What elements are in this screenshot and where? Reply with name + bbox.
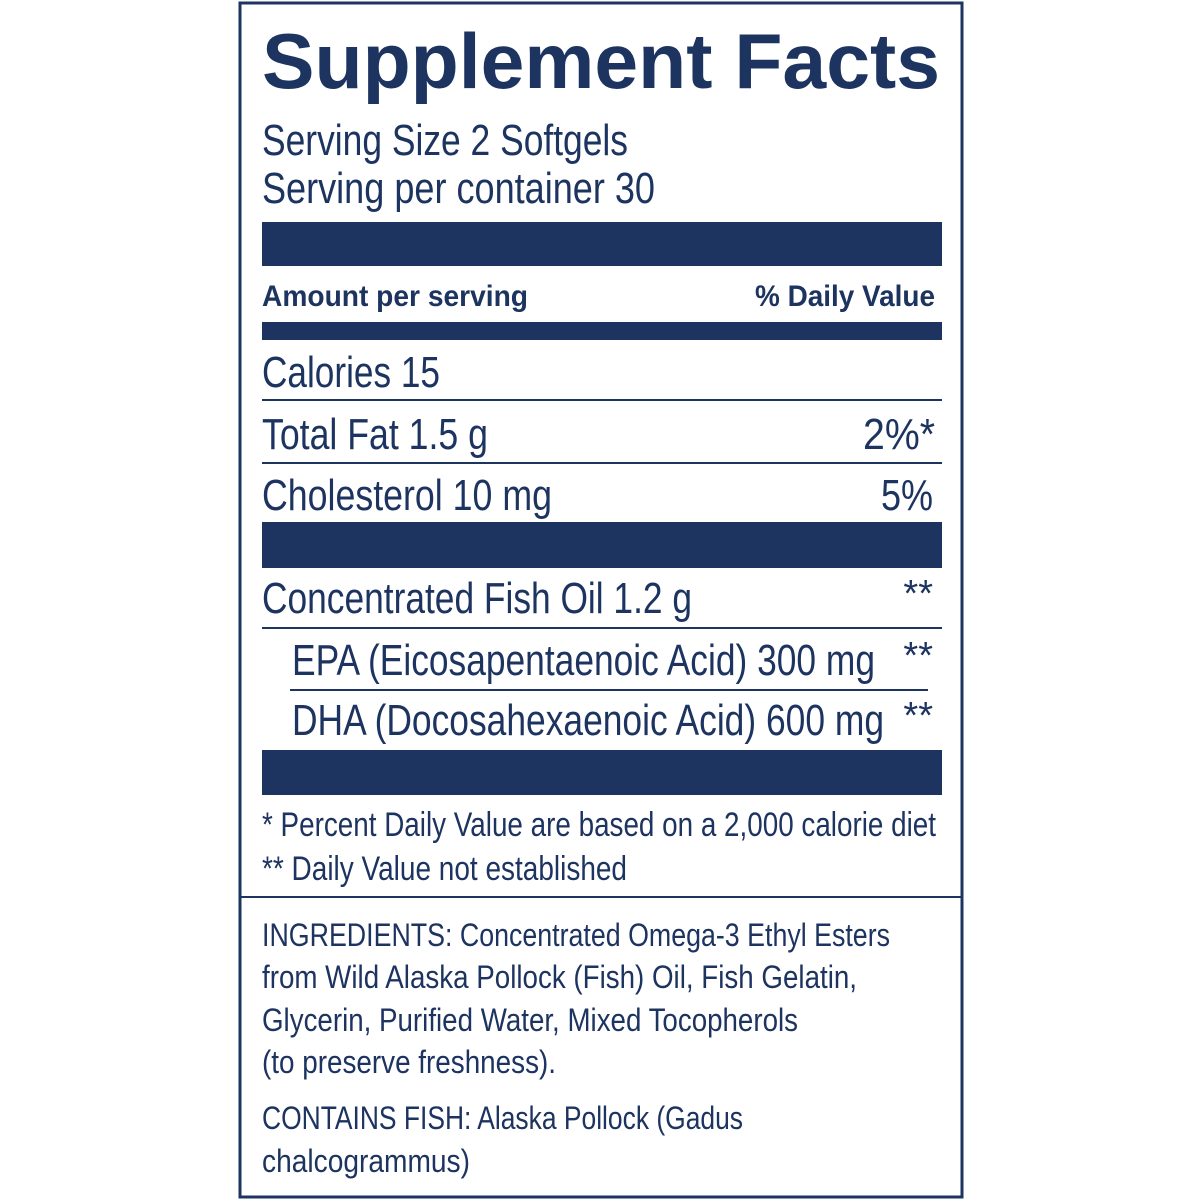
serving-size: Serving Size 2 Softgels	[262, 116, 628, 165]
row-dv: 2%*	[863, 410, 935, 459]
amount-header: Amount per serving	[262, 280, 528, 313]
row-label: Total Fat 1.5 g	[262, 410, 488, 459]
row-label: Cholesterol 10 mg	[262, 471, 552, 520]
row-dv: **	[903, 635, 933, 677]
divider-bar	[262, 522, 942, 568]
ingredients-line: INGREDIENTS: Concentrated Omega-3 Ethyl …	[262, 917, 890, 953]
footnote: * Percent Daily Value are based on a 2,0…	[262, 806, 936, 844]
row-dv: 5%	[881, 471, 933, 520]
footnote: ** Daily Value not established	[262, 850, 627, 888]
row-label: Calories 15	[262, 348, 440, 397]
title: Supplement Facts	[262, 17, 940, 105]
daily-value-header: % Daily Value	[755, 280, 935, 313]
row-dv: **	[903, 695, 933, 737]
ingredients-line: Glycerin, Purified Water, Mixed Tocopher…	[262, 1002, 798, 1038]
row-label: EPA (Eicosapentaenoic Acid) 300 mg	[292, 636, 875, 685]
ingredients-line: (to preserve freshness).	[262, 1044, 556, 1080]
contains-line: CONTAINS FISH: Alaska Pollock (Gadus	[262, 1100, 743, 1136]
contains-line: chalcogrammus)	[262, 1143, 470, 1179]
servings-per-container: Serving per container 30	[262, 164, 655, 213]
divider-bar	[262, 322, 942, 340]
row-label: DHA (Docosahexaenoic Acid) 600 mg	[292, 696, 884, 745]
row-dv: **	[903, 573, 933, 615]
row-label: Concentrated Fish Oil 1.2 g	[262, 574, 692, 623]
divider-bar	[262, 222, 942, 266]
label-border	[238, 1, 964, 1199]
divider-bar	[262, 750, 942, 795]
ingredients-line: from Wild Alaska Pollock (Fish) Oil, Fis…	[262, 959, 857, 995]
